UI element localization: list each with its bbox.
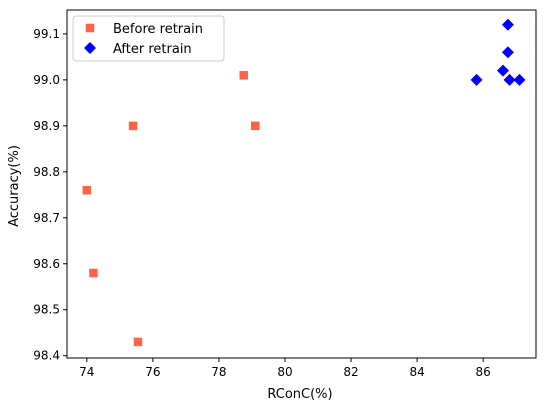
x-tick-label: 82	[343, 365, 358, 379]
data-point-square	[251, 121, 260, 131]
y-tick-label: 98.7	[33, 211, 60, 225]
data-point-diamond	[503, 73, 516, 86]
data-point-square	[128, 121, 138, 131]
data-point-square	[133, 337, 143, 347]
legend-marker	[84, 42, 96, 54]
y-tick-label: 99.0	[33, 73, 60, 87]
data-point-diamond	[501, 18, 514, 31]
legend-marker	[85, 23, 95, 33]
data-point-square	[89, 268, 98, 278]
legend-label: After retrain	[113, 42, 192, 57]
y-tick-label: 98.9	[33, 119, 60, 133]
plot-area	[82, 18, 526, 347]
x-tick-label: 80	[277, 365, 292, 379]
legend-box	[72, 15, 225, 62]
y-axis-label: Accuracy(%)	[7, 145, 22, 227]
data-point-diamond	[496, 64, 509, 77]
legend-label: Before retrain	[113, 22, 203, 37]
data-point-diamond	[501, 46, 514, 59]
y-tick-label: 99.1	[33, 27, 60, 41]
x-tick-label: 86	[476, 365, 491, 379]
x-axis-label: RConC(%)	[267, 387, 332, 402]
axes: 74 76 78 80 82 84 86 98.4 98.5 98.6 98.7 98.8 98.9 99…	[33, 9, 537, 379]
data-point-diamond	[513, 73, 526, 86]
series-before-retrain	[82, 71, 260, 347]
y-tick-label: 98.4	[33, 349, 60, 363]
x-tick-label: 78	[211, 365, 226, 379]
series-after-retrain	[470, 18, 526, 86]
y-tick-label: 98.5	[33, 303, 60, 317]
y-tick-label: 98.8	[33, 165, 60, 179]
y-tick-label: 98.6	[33, 257, 60, 271]
x-tick-label: 76	[145, 365, 160, 379]
data-point-square	[239, 71, 248, 80]
data-point-diamond	[470, 73, 483, 86]
x-tick-label: 84	[409, 365, 424, 379]
x-tick-label: 74	[79, 365, 94, 379]
plot-frame	[66, 9, 537, 359]
legend: Before retrain After retrain	[72, 15, 225, 62]
data-point-square	[82, 185, 92, 195]
